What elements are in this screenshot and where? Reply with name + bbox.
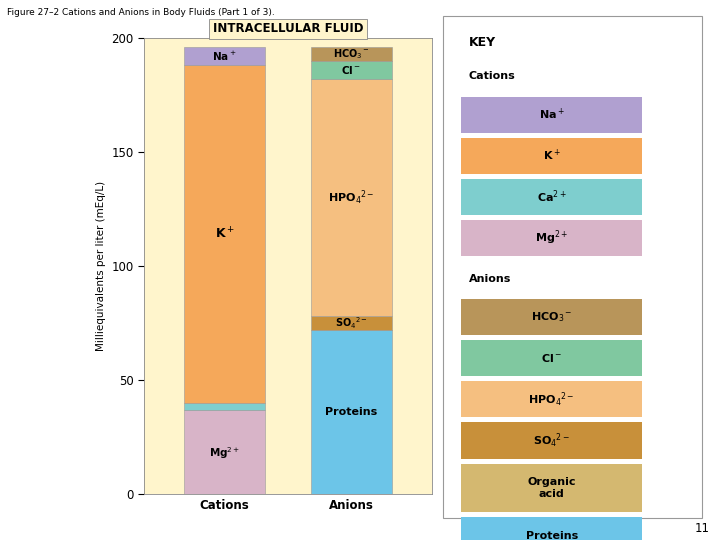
Text: SO$_4$$^{2-}$: SO$_4$$^{2-}$ bbox=[533, 431, 570, 450]
Text: Na$^+$: Na$^+$ bbox=[539, 107, 564, 122]
Bar bbox=[311, 47, 392, 60]
Text: K$^+$: K$^+$ bbox=[215, 226, 235, 242]
Bar bbox=[461, 220, 642, 256]
Text: Organic
acid: Organic acid bbox=[528, 477, 576, 499]
Y-axis label: Milliequivalents per liter (mEq/L): Milliequivalents per liter (mEq/L) bbox=[96, 181, 106, 351]
Bar bbox=[461, 138, 642, 174]
Bar bbox=[311, 60, 392, 79]
Text: Figure 27–2 Cations and Anions in Body Fluids (Part 1 of 3).: Figure 27–2 Cations and Anions in Body F… bbox=[7, 8, 275, 17]
Text: Proteins: Proteins bbox=[526, 531, 577, 540]
Bar bbox=[184, 47, 265, 65]
Text: 11: 11 bbox=[694, 522, 709, 535]
Text: Cl$^-$: Cl$^-$ bbox=[341, 64, 361, 76]
Bar bbox=[461, 464, 642, 512]
Text: Anions: Anions bbox=[469, 274, 511, 284]
Text: HPO$_4$$^{2-}$: HPO$_4$$^{2-}$ bbox=[328, 188, 374, 207]
Text: Ca$^{2+}$: Ca$^{2+}$ bbox=[536, 188, 567, 205]
Text: HPO$_4$$^{2-}$: HPO$_4$$^{2-}$ bbox=[528, 390, 575, 409]
Bar bbox=[311, 79, 392, 316]
Bar bbox=[461, 381, 642, 417]
Title: INTRACELLULAR FLUID: INTRACELLULAR FLUID bbox=[212, 22, 364, 35]
Text: Cations: Cations bbox=[469, 71, 516, 82]
Text: HCO$_3$$^-$: HCO$_3$$^-$ bbox=[531, 310, 572, 324]
Text: Cl$^-$: Cl$^-$ bbox=[541, 352, 562, 364]
Text: SO$_4$$^{2-}$: SO$_4$$^{2-}$ bbox=[335, 315, 368, 331]
Text: K$^+$: K$^+$ bbox=[543, 148, 561, 164]
Text: Proteins: Proteins bbox=[325, 407, 377, 417]
Bar bbox=[184, 65, 265, 403]
Bar bbox=[184, 403, 265, 410]
Bar bbox=[461, 299, 642, 335]
Bar bbox=[311, 330, 392, 494]
Bar bbox=[461, 340, 642, 376]
Bar bbox=[184, 410, 265, 494]
Text: KEY: KEY bbox=[469, 36, 496, 49]
Bar bbox=[461, 97, 642, 133]
Bar bbox=[461, 422, 642, 458]
Bar bbox=[461, 179, 642, 215]
Text: Mg$^{2+}$: Mg$^{2+}$ bbox=[209, 445, 240, 461]
Text: Na$^+$: Na$^+$ bbox=[212, 50, 237, 63]
Bar bbox=[461, 517, 642, 540]
Bar bbox=[311, 316, 392, 330]
Text: Mg$^{2+}$: Mg$^{2+}$ bbox=[535, 229, 568, 247]
Text: HCO$_3$$^-$: HCO$_3$$^-$ bbox=[333, 47, 370, 60]
